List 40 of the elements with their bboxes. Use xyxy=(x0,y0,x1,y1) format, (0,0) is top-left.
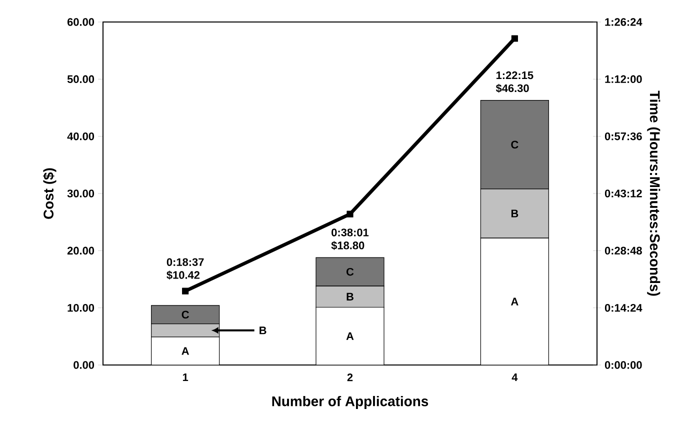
total-label: $10.42 xyxy=(166,270,200,280)
data-label: 0:18:37 xyxy=(166,258,204,266)
bar xyxy=(151,336,220,365)
y-tick-label: 20.00 xyxy=(67,246,94,255)
x-tick-label: 1 xyxy=(182,374,188,382)
y-tick-label: 50.00 xyxy=(67,75,94,84)
y-tick-label: 0.00 xyxy=(74,361,94,369)
y-tick-label: 40.00 xyxy=(67,132,94,140)
text: C xyxy=(346,268,354,276)
y-tick-label: 30.00 xyxy=(67,190,94,198)
series-label: C xyxy=(182,310,189,319)
text: A xyxy=(510,298,518,306)
data-label: 0:38:01 xyxy=(332,228,369,236)
text: B xyxy=(511,210,518,218)
legend-label: B xyxy=(260,326,266,334)
y-tick-label: 60.00 xyxy=(67,18,94,26)
total-label: $18.80 xyxy=(331,241,364,250)
bar xyxy=(480,238,549,365)
y2-tick-label: 1:12:00 xyxy=(605,75,642,84)
text: A xyxy=(346,332,354,340)
data-label: 1:22:15 xyxy=(496,71,534,80)
y2-tick-label: 0:14:24 xyxy=(604,304,642,312)
y-tick-label: 10.00 xyxy=(68,304,94,312)
x-tick-label: 2 xyxy=(347,374,353,382)
y2-tick-label: 1:26:24 xyxy=(605,18,642,26)
x-tick-label: 4 xyxy=(512,374,518,382)
text: B xyxy=(346,292,354,300)
point xyxy=(182,288,189,294)
total-label: $46.30 xyxy=(496,84,529,93)
series-label: A xyxy=(182,347,190,355)
y2-axis-title: Time (Hours:Minutes:Seconds) xyxy=(647,90,660,296)
text: C xyxy=(511,140,518,148)
y2-tick-label: 0:00:00 xyxy=(604,361,642,369)
point xyxy=(511,35,518,42)
x-axis-title: Number of Applications xyxy=(272,396,428,409)
y2-tick-label: 0:57:36 xyxy=(604,132,642,140)
y-axis-title: Cost ($) xyxy=(42,168,56,219)
y2-tick-label: 0:28:48 xyxy=(604,246,642,255)
y2-tick-label: 0:43:12 xyxy=(604,190,642,198)
point xyxy=(346,210,354,218)
